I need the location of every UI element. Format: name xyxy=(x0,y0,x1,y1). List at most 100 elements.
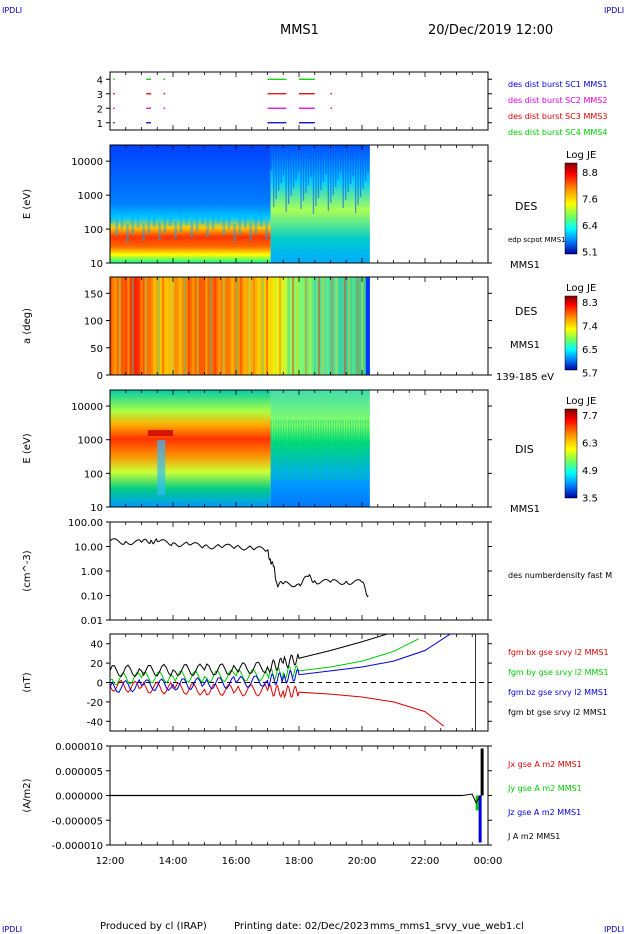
panel-frame-4 xyxy=(109,521,489,621)
colorbar-tick-label: 7.6 xyxy=(582,195,598,206)
y-axis-label-4: (cm^-3) xyxy=(22,550,33,591)
spectrogram-stripe xyxy=(300,277,303,375)
spectrogram-stripe xyxy=(335,420,337,480)
spectrogram-stripe xyxy=(359,145,362,197)
spectrogram-stripe xyxy=(270,420,272,480)
spectrogram-stripe xyxy=(320,420,322,480)
spectrogram-stripe xyxy=(157,277,160,375)
y-tick-label: 10.00 xyxy=(74,543,103,554)
date-time-title: 20/Dec/2019 12:00 xyxy=(428,23,553,38)
spectrogram-stripe xyxy=(275,420,277,480)
spectrogram-stripe xyxy=(297,145,300,172)
y-tick-label: -0.000010 xyxy=(52,841,103,852)
footer-file-name: mms_mms1_srvy_vue_web1.cl xyxy=(370,921,524,932)
y-tick-label: 0 xyxy=(97,371,103,382)
y-tick-label: 10000 xyxy=(71,402,103,413)
spectrogram-stripe xyxy=(114,277,117,375)
spectrogram-stripe xyxy=(118,277,121,375)
spectrogram-stripe xyxy=(231,277,234,375)
spectrogram-stripe xyxy=(174,277,178,375)
y-tick-label: 150 xyxy=(84,289,103,300)
spectrogram-stripe xyxy=(190,220,194,238)
colorbar xyxy=(564,162,578,255)
spectrogram-stripe xyxy=(248,277,251,375)
spectrogram-stripe xyxy=(367,420,369,480)
y-tick-label: 20 xyxy=(90,659,103,670)
spectrogram-stripe xyxy=(201,206,204,224)
colorbar-tick-label: 8.3 xyxy=(582,298,598,309)
spectrogram-stripe xyxy=(364,420,367,480)
spectrogram-stripe xyxy=(359,420,362,480)
spectrogram-stripe xyxy=(307,420,310,480)
legend-entry-density: des numberdensity fast M xyxy=(508,571,612,580)
spectrogram-stripe xyxy=(270,145,272,170)
spectrogram-stripe xyxy=(337,420,339,480)
colorbar xyxy=(564,295,578,371)
panel-sublabel: MMS1 xyxy=(510,504,540,515)
spectrogram-stripe xyxy=(243,210,247,228)
spectrogram-stripe xyxy=(322,420,324,480)
spectrogram-stripe xyxy=(184,207,188,225)
spectrogram-stripe xyxy=(330,277,334,375)
y-axis-label-2: a (deg) xyxy=(22,308,33,344)
spectrogram-stripe xyxy=(330,420,332,480)
y-tick-label: 100 xyxy=(84,469,103,480)
current-series-line xyxy=(462,793,481,805)
spectrogram-stripe xyxy=(312,145,315,214)
spectrogram-stripe xyxy=(340,420,342,480)
spectrogram-stripe xyxy=(304,277,308,375)
spectrogram-stripe xyxy=(305,420,307,480)
legend-entry-bfield: fgm bx gse srvy l2 MMS1 xyxy=(508,648,609,657)
spectrogram-stripe xyxy=(273,145,275,207)
spectrogram-stripe xyxy=(265,222,268,240)
spectrogram-stripe xyxy=(120,211,124,229)
spectrogram-stripe xyxy=(274,277,277,375)
spectrogram-stripe xyxy=(209,277,212,375)
y-tick-label: -0.000005 xyxy=(52,816,103,827)
spectrogram-stripe xyxy=(347,420,349,480)
spectrogram-stripe xyxy=(326,277,329,375)
panel-label-dis: DIS xyxy=(515,443,534,456)
colorbar xyxy=(564,408,578,499)
b-field-series-line xyxy=(109,679,445,727)
spectrogram-stripe xyxy=(280,420,282,480)
spectrogram-stripe xyxy=(322,277,325,375)
spectrogram-stripe xyxy=(335,145,337,187)
spectrogram-stripe xyxy=(295,420,297,480)
spectrogram-stripe xyxy=(310,145,312,177)
spectrogram-stripe xyxy=(285,145,287,212)
spectrogram-stripe xyxy=(110,277,113,375)
y-axis-label-6: (A/m2) xyxy=(22,778,33,812)
spectrogram-stripe xyxy=(342,145,344,208)
y-tick-label: 3 xyxy=(97,90,103,101)
spectrogram-stripe xyxy=(163,215,167,233)
spectrogram-stripe xyxy=(280,145,282,183)
y-tick-label: 100 xyxy=(84,317,103,328)
colorbar-tick-label: 4.9 xyxy=(582,466,598,477)
spectrogram-region xyxy=(110,277,370,375)
spacecraft-title: MMS1 xyxy=(280,23,319,38)
b-field-series-line xyxy=(109,633,451,693)
spectrogram-stripe xyxy=(131,217,135,235)
spectrogram-stripe xyxy=(320,145,322,190)
spectrogram-stripe xyxy=(290,145,292,196)
spectrogram-stripe xyxy=(325,420,327,480)
spectrogram-stripe xyxy=(339,277,342,375)
spectrogram-stripe xyxy=(307,145,310,185)
spectrogram-stripe xyxy=(364,145,367,181)
spectrogram-stripe xyxy=(347,145,349,192)
y-tick-label: 1000 xyxy=(78,436,103,447)
y-tick-label: 1.00 xyxy=(81,567,103,578)
spectrogram-stripe xyxy=(213,277,217,375)
spectrogram-stripe xyxy=(354,420,357,480)
legend-entry-bfield: fgm by gse srvy l2 MMS1 xyxy=(508,668,609,677)
spectrogram-stripe xyxy=(313,277,316,375)
spectrogram-stripe xyxy=(158,222,161,240)
spectrogram-stripe xyxy=(362,145,364,189)
spectrogram-stripe xyxy=(367,145,369,173)
spectrogram-stripe xyxy=(340,145,342,171)
spectrogram-region xyxy=(110,390,271,507)
spectrogram-stripe xyxy=(354,145,357,213)
y-tick-label: -20 xyxy=(87,698,103,709)
y-axis-label-1: E (eV) xyxy=(22,189,33,219)
